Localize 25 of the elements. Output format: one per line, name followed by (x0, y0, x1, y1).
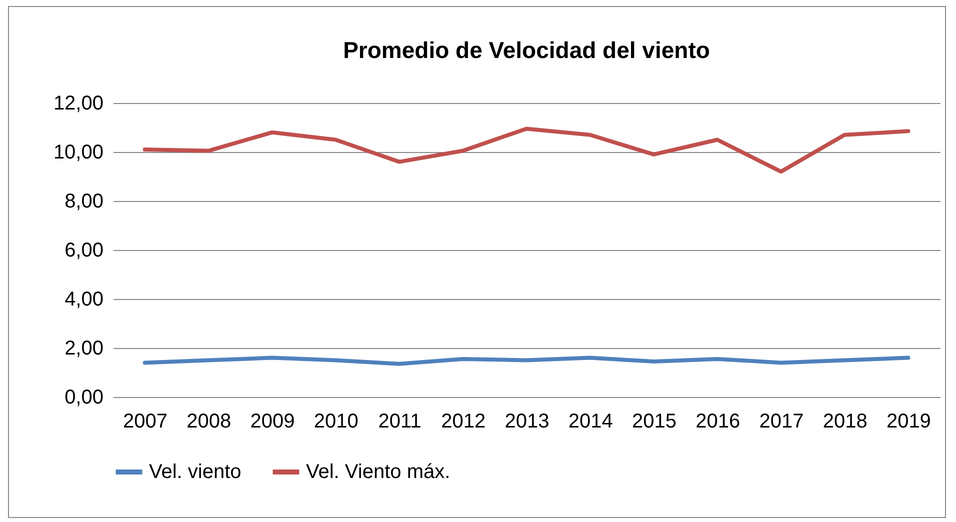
x-tick-label: 2015 (632, 410, 676, 432)
x-tick-label: 2017 (759, 410, 804, 432)
chart-title: Promedio de Velocidad del viento (343, 37, 710, 63)
x-tick-label: 2014 (568, 410, 613, 432)
line-series (142, 356, 910, 366)
line-series (142, 126, 910, 174)
y-tick-label: 0,00 (64, 386, 104, 408)
y-tick-label: 6,00 (64, 240, 104, 262)
y-tick-label: 4,00 (64, 288, 104, 310)
x-tick-label: 2016 (696, 410, 740, 432)
legend-label: Vel. viento (149, 461, 242, 483)
x-tick-label: 2007 (123, 410, 168, 432)
x-tick-label: 2011 (378, 410, 422, 432)
x-tick-label: 2018 (822, 410, 868, 432)
y-tick-label: 8,00 (64, 190, 104, 212)
x-tick-label: 2013 (504, 410, 550, 432)
x-tick-label: 2008 (186, 410, 232, 432)
x-tick-label: 2009 (250, 410, 295, 432)
x-tick-label: 2010 (314, 410, 358, 432)
legend-label: Vel. Viento máx. (306, 461, 450, 483)
x-tick-label: 2012 (441, 410, 486, 432)
y-tick-label: 12,00 (53, 92, 104, 114)
y-tick-label: 10,00 (53, 142, 104, 164)
x-tick-label: 2019 (886, 410, 931, 432)
y-tick-label: 2,00 (64, 338, 104, 360)
